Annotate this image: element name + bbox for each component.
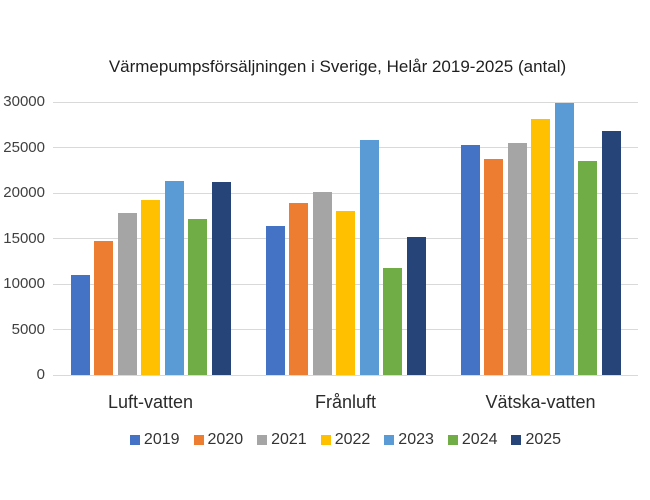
legend-swatch-2022	[320, 434, 331, 445]
y-tick-label-25000: 25000	[3, 138, 45, 156]
gridline-0	[53, 374, 638, 376]
bar-2025-vätska-vatten	[601, 131, 621, 375]
gridline-20000	[53, 192, 638, 194]
bar-2020-vätska-vatten	[484, 159, 503, 375]
y-axis: 0 5000 10000 15000 20000 25000 30000	[0, 94, 45, 383]
y-tick-label-20000: 20000	[3, 184, 45, 202]
bar-group-vätska-vatten	[443, 102, 638, 375]
gridline-30000	[53, 101, 638, 103]
bar-2022-frånluft	[336, 211, 355, 375]
x-axis: Luft-vatten Frånluft Vätska-vatten	[53, 392, 638, 413]
legend-item-2020: 2020	[193, 431, 244, 448]
bar-2023-luft-vatten	[164, 181, 184, 375]
legend-item-2022: 2022	[320, 431, 371, 448]
legend-swatch-2021	[257, 434, 268, 445]
bars-layer	[53, 102, 638, 375]
category-label-frånluft: Frånluft	[314, 392, 377, 412]
bar-2020-luft-vatten	[94, 241, 113, 375]
bar-2019-luft-vatten	[70, 274, 90, 375]
bar-2021-frånluft	[312, 192, 332, 375]
legend-item-2025: 2025	[511, 431, 561, 448]
bar-2025-frånluft	[406, 236, 426, 375]
legend-swatch-2024	[447, 434, 458, 445]
bar-2019-vätska-vatten	[460, 144, 480, 375]
legend-label-2025: 2025	[525, 431, 562, 448]
legend: 2019 2020 2021 2022 2023 2024 2025	[53, 431, 638, 448]
bar-group-frånluft	[248, 102, 443, 375]
legend-swatch-2023	[384, 434, 395, 445]
bar-2025-luft-vatten	[211, 182, 231, 375]
bar-2022-luft-vatten	[141, 200, 160, 375]
y-tick-label-0: 0	[36, 366, 45, 383]
bar-2024-luft-vatten	[188, 219, 207, 375]
legend-item-2019: 2019	[129, 431, 180, 448]
bar-2020-frånluft	[289, 203, 308, 375]
bar-2021-vätska-vatten	[507, 142, 527, 375]
gridline-25000	[53, 147, 638, 148]
legend-label-2021: 2021	[271, 431, 307, 448]
bar-2023-frånluft	[359, 140, 379, 375]
category-label-vätska-vatten: Vätska-vatten	[485, 392, 596, 412]
bar-group-luft-vatten	[53, 102, 248, 375]
legend-label-2020: 2020	[207, 431, 244, 448]
bar-2023-vätska-vatten	[554, 102, 574, 375]
legend-label-2022: 2022	[334, 431, 371, 448]
chart-title: Värmepumpsförsäljningen i Sverige, Helår…	[108, 57, 567, 76]
y-tick-label-5000: 5000	[11, 320, 45, 338]
y-tick-label-30000: 30000	[3, 93, 45, 110]
bar-2024-frånluft	[383, 267, 402, 375]
legend-swatch-2025	[511, 434, 522, 445]
bar-2022-vätska-vatten	[531, 119, 550, 375]
legend-item-2023: 2023	[384, 431, 434, 448]
legend-item-2021: 2021	[257, 431, 307, 448]
plot-area	[53, 101, 638, 376]
bar-2019-frånluft	[265, 225, 285, 375]
legend-label-2019: 2019	[143, 431, 180, 448]
bar-2024-vätska-vatten	[578, 161, 597, 375]
legend-item-2024: 2024	[447, 431, 498, 448]
legend-swatch-2020	[193, 434, 204, 445]
legend-swatch-2019	[129, 434, 140, 445]
bar-2021-luft-vatten	[117, 213, 137, 375]
y-tick-label-15000: 15000	[3, 229, 45, 247]
y-tick-label-10000: 10000	[3, 275, 45, 293]
category-label-luft-vatten: Luft-vatten	[107, 392, 194, 412]
legend-label-2023: 2023	[398, 431, 434, 448]
legend-label-2024: 2024	[461, 431, 498, 448]
